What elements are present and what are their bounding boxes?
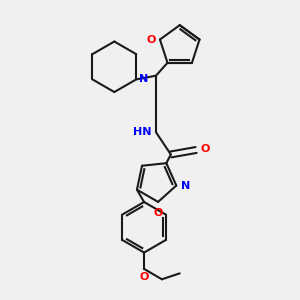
Text: O: O	[146, 34, 155, 44]
Text: O: O	[153, 208, 163, 218]
Text: N: N	[181, 181, 190, 190]
Text: O: O	[140, 272, 149, 282]
Text: N: N	[139, 74, 148, 84]
Text: HN: HN	[133, 127, 152, 137]
Text: O: O	[200, 143, 210, 154]
